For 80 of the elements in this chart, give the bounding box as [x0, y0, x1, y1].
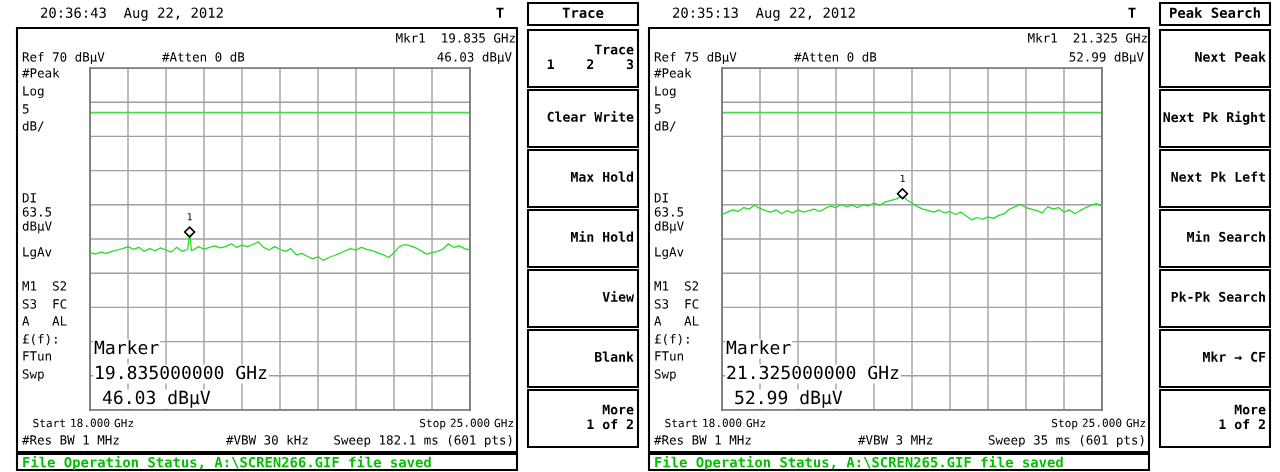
annotation: 46.03 dBµV: [102, 390, 211, 408]
chart-title: 20:36:43 Aug 22, 2012: [41, 7, 223, 21]
text: GHz: [746, 418, 766, 428]
annotation: Marker: [94, 340, 159, 355]
text: Min Search: [1187, 230, 1265, 242]
text: A AL: [654, 316, 699, 326]
text: GHz: [114, 418, 134, 428]
text: Trace: [562, 7, 604, 19]
text: Next Pk Right: [1163, 111, 1265, 125]
text: View: [602, 290, 634, 302]
text: Pk-Pk Search: [1171, 291, 1265, 302]
text: Next Peak: [1195, 51, 1266, 62]
annotation: Marker: [726, 340, 791, 355]
text: Blank: [595, 351, 634, 362]
text: Max Hold: [571, 171, 634, 182]
text: Trace 1 2 3: [547, 44, 634, 70]
text: S3 FC: [654, 299, 699, 309]
text: M1 S2: [654, 281, 699, 291]
text: Swp: [22, 369, 44, 382]
text: #Atten 0 dB: [162, 51, 245, 62]
text: £(f):: [654, 333, 689, 346]
text: GHz: [1126, 418, 1146, 428]
text: 46.03 dBµV: [437, 51, 512, 65]
annotation: 1: [900, 174, 905, 182]
x-tick-label: 25.000: [450, 418, 490, 427]
text: #Atten 0 dB: [794, 51, 877, 62]
text: File Operation Status, A:\SCREN265.GIF file saved: [655, 455, 1063, 471]
text: LgAv: [23, 247, 52, 260]
text: More 1 of 2: [587, 404, 634, 430]
text: #VBW 30 kHz: [226, 434, 308, 445]
text: Stop: [1052, 418, 1078, 430]
text: #Peak: [654, 67, 692, 78]
text: FTun: [655, 351, 683, 361]
text: £(f):: [22, 333, 57, 346]
text: Sweep 35 ms (601 pts): [988, 435, 1144, 448]
text: dB/: [654, 120, 676, 132]
text: 52.99 dBµV: [1069, 51, 1144, 65]
text: Swp: [654, 369, 676, 382]
text: #Peak: [22, 67, 60, 78]
text: S3 FC: [22, 299, 67, 309]
x-tick-label: 18.000: [71, 418, 110, 427]
text: M1 S2: [22, 281, 67, 291]
text: Mkr1 21.325 GHz: [1028, 32, 1147, 43]
text: Log: [23, 86, 44, 99]
text: Next Pk Left: [1171, 171, 1265, 182]
annotation: 52.99 dBµV: [735, 390, 843, 408]
text: Min Hold: [571, 230, 634, 242]
text: T: [496, 7, 504, 18]
text: #Res BW 1 MHz: [654, 435, 751, 445]
annotation: 19.835000000 GHz: [96, 365, 267, 380]
text: GHz: [494, 418, 514, 428]
x-tick-label: 18.000: [703, 418, 742, 427]
text: Log: [655, 86, 676, 99]
text: Peak Search: [1170, 7, 1260, 19]
text: LgAv: [655, 247, 684, 260]
chart-title: 20:35:13 Aug 22, 2012: [673, 7, 855, 21]
text: #VBW 3 MHz: [858, 435, 933, 445]
text: Stop: [420, 418, 446, 430]
text: dB/: [22, 120, 44, 132]
text: Mkr1 19.835 GHz: [396, 32, 515, 43]
text: Clear Write: [547, 110, 634, 122]
text: Mkr → CF: [1203, 351, 1266, 362]
text: 5: [22, 104, 29, 114]
text: A AL: [22, 316, 67, 326]
text: Ref 70 dBµV: [22, 51, 105, 65]
annotation: 21.325000000 GHz: [727, 365, 899, 380]
text: Start: [665, 418, 697, 428]
text: 5: [654, 104, 661, 114]
text: File Operation Status, A:\SCREN266.GIF file saved: [23, 455, 431, 471]
text: More 1 of 2: [1219, 404, 1266, 430]
text: DI 63.5 dBµV: [654, 193, 684, 234]
text: #Res BW 1 MHz: [22, 435, 119, 445]
text: FTun: [23, 351, 51, 361]
text: DI 63.5 dBµV: [22, 193, 52, 234]
x-tick-label: 25.000: [1082, 418, 1122, 427]
text: T: [1128, 7, 1136, 18]
text: Sweep 182.1 ms (601 pts): [334, 435, 512, 448]
text: Ref 75 dBµV: [654, 51, 737, 65]
annotation: 1: [187, 213, 192, 221]
text: Start: [33, 418, 65, 428]
